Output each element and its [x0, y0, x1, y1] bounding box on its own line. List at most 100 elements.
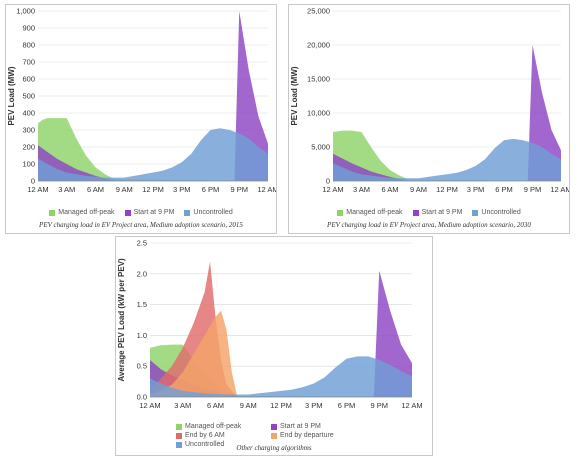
y-tick-label: 0.5 — [137, 362, 147, 371]
legend-item: Managed off-peak — [176, 423, 271, 430]
x-tick-label: 3 AM — [174, 401, 191, 410]
x-tick-label: 6 AM — [207, 401, 224, 410]
legend-swatch — [184, 209, 191, 216]
chart-panel-algorithms: 0.0 0.5 1.0 1.5 2.0 2.5 12 AM 3 AM 6 AM 9 AM 12 PM… — [115, 236, 433, 456]
y-tick-label: 700 — [22, 58, 35, 67]
chart-panel-2030: 0 5,000 10,000 15,000 20,000 25,000 12 AM 3 AM 6… — [288, 4, 570, 234]
legend-swatch — [271, 423, 277, 430]
legend-label: Start at 9 PM — [280, 423, 321, 430]
y-tick-label: 300 — [22, 126, 35, 135]
legend-swatch — [271, 432, 277, 439]
legend-label: Start at 9 PM — [133, 209, 175, 216]
x-tick-label: 12 AM — [27, 185, 48, 194]
legend-item: Uncontrolled — [176, 441, 271, 448]
x-tick-label: 9 PM — [370, 401, 388, 410]
legend-swatch — [124, 209, 131, 216]
area-series-end-by-departure — [150, 310, 412, 397]
legend-label: End by 6 AM — [185, 432, 225, 439]
area-series-uncontrolled — [38, 128, 268, 181]
legend-item: Managed off-peak — [337, 209, 403, 216]
y-tick-label: 200 — [22, 143, 35, 152]
legend-item: Uncontrolled — [184, 209, 233, 216]
legend-swatch — [176, 441, 182, 448]
legend-swatch — [337, 209, 344, 216]
chart-panel-2015: 0 100 200 300 400 500 600 700 800 900 1,000 12 AM 3 … — [5, 4, 277, 234]
y-tick-label: 800 — [22, 41, 35, 50]
legend-item: Start at 9 PM — [124, 209, 175, 216]
legend-item: Start at 9 PM — [271, 423, 366, 430]
chart-algorithms-legend: Managed off-peak Start at 9 PM End by 6 AM… — [176, 422, 386, 449]
legend-item: Start at 9 PM — [412, 209, 463, 216]
y-tick-label: 400 — [22, 109, 35, 118]
x-tick-label: 6 PM — [495, 185, 513, 194]
chart-2030-caption: PEV charging load in EV Project area, Me… — [327, 221, 531, 229]
legend-swatch — [176, 432, 182, 439]
y-tick-label: 600 — [22, 75, 35, 84]
x-tick-label: 12 PM — [142, 185, 164, 194]
legend-swatch — [412, 209, 419, 216]
y-tick-label: 10,000 — [307, 109, 330, 118]
chart-2030-plot: 0 5,000 10,000 15,000 20,000 25,000 12 AM 3 AM 6… — [290, 7, 569, 195]
x-tick-label: 12 PM — [436, 185, 458, 194]
y-tick-label: 0 — [326, 177, 330, 186]
x-tick-label: 12 AM — [322, 185, 343, 194]
y-tick-label: 2.0 — [137, 269, 147, 278]
area-series-uncontrolled — [150, 356, 412, 397]
y-axis-label: Average PEV Load (kW per PEV) — [117, 258, 126, 382]
y-tick-label: 2.5 — [137, 239, 147, 248]
x-tick-label: 12 AM — [139, 401, 160, 410]
legend-swatch — [472, 209, 479, 216]
y-axis-label: PEV Load (MW) — [7, 66, 16, 125]
x-tick-label: 3 PM — [173, 185, 191, 194]
y-tick-label: 0.0 — [137, 393, 147, 402]
x-tick-label: 9 AM — [116, 185, 133, 194]
legend-label: Uncontrolled — [185, 441, 225, 448]
y-tick-label: 1.0 — [137, 331, 147, 340]
chart-algorithms-plot: 0.0 0.5 1.0 1.5 2.0 2.5 12 AM 3 AM 6 AM 9 AM 12 PM… — [117, 239, 423, 411]
legend-label: Uncontrolled — [481, 209, 521, 216]
x-tick-label: 3 AM — [353, 185, 370, 194]
x-tick-label: 9 PM — [524, 185, 542, 194]
y-tick-label: 25,000 — [307, 7, 330, 16]
area-series-uncontrolled — [333, 138, 561, 181]
x-tick-label: 6 AM — [87, 185, 104, 194]
x-tick-label: 6 PM — [338, 401, 356, 410]
y-axis-label: PEV Load (MW) — [290, 66, 299, 125]
x-tick-label: 12 AM — [550, 185, 569, 194]
x-tick-label: 3 PM — [467, 185, 485, 194]
legend-label: Managed off-peak — [185, 423, 242, 430]
legend-swatch — [176, 423, 182, 430]
x-tick-label: 9 AM — [240, 401, 257, 410]
y-tick-label: 1.5 — [137, 300, 147, 309]
x-tick-label: 3 PM — [305, 401, 323, 410]
x-tick-label: 12 AM — [257, 185, 276, 194]
legend-label: Managed off-peak — [58, 209, 115, 216]
y-tick-label: 5,000 — [311, 143, 330, 152]
chart-2030-legend: Managed off-peak Start at 9 PM Uncontrolle… — [289, 209, 569, 216]
x-tick-label: 6 PM — [202, 185, 220, 194]
legend-item: End by departure — [271, 432, 366, 439]
legend-label: End by departure — [280, 432, 334, 439]
x-tick-label: 12 AM — [401, 401, 422, 410]
x-tick-label: 9 AM — [410, 185, 427, 194]
x-tick-label: 6 AM — [381, 185, 398, 194]
chart-2015-plot: 0 100 200 300 400 500 600 700 800 900 1,000 12 AM 3 … — [7, 7, 276, 195]
x-tick-label: 9 PM — [230, 185, 248, 194]
legend-label: Uncontrolled — [193, 209, 233, 216]
y-tick-label: 1,000 — [16, 7, 35, 16]
legend-item: Managed off-peak — [49, 209, 115, 216]
y-tick-label: 500 — [22, 92, 35, 101]
chart-2015-caption: PEV charging load in EV Project area, Me… — [39, 221, 243, 229]
chart-2015-legend: Managed off-peak Start at 9 PM Uncontrolle… — [6, 209, 276, 216]
legend-label: Start at 9 PM — [421, 209, 463, 216]
legend-label: Managed off-peak — [346, 209, 403, 216]
y-tick-label: 100 — [22, 160, 35, 169]
y-tick-label: 900 — [22, 24, 35, 33]
legend-swatch — [49, 209, 56, 216]
legend-item: End by 6 AM — [176, 432, 271, 439]
x-tick-label: 12 PM — [270, 401, 292, 410]
y-tick-label: 0 — [31, 177, 35, 186]
chart-algorithms-caption: Other charging algorithms — [236, 444, 312, 452]
y-tick-label: 20,000 — [307, 41, 330, 50]
legend-item: Uncontrolled — [472, 209, 521, 216]
